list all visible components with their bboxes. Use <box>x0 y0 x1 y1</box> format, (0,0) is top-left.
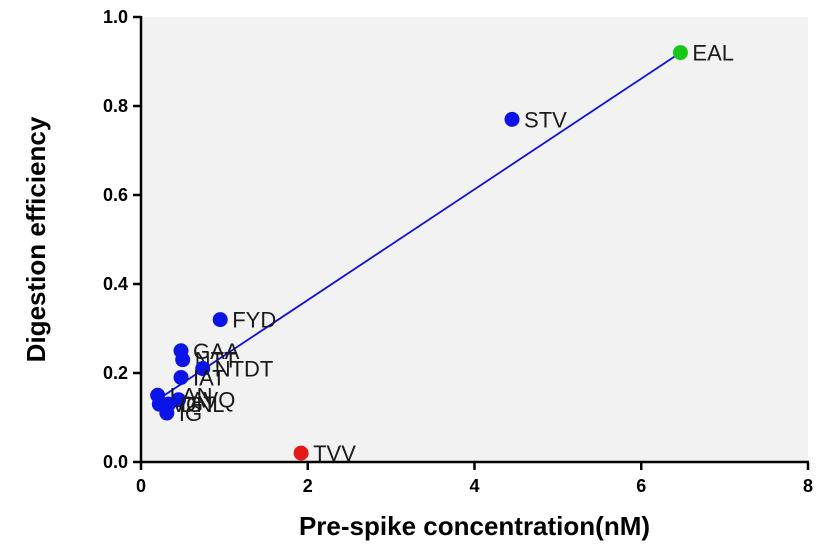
y-tick-label: 0.0 <box>103 452 128 472</box>
data-point-ntdt <box>195 361 211 377</box>
y-axis-title: Digestion efficiency <box>21 116 51 362</box>
fit-line-layer <box>157 51 681 401</box>
point-label-dnl: DNL <box>181 392 225 417</box>
axes: 0 2 4 6 8 0.0 0.2 0.4 0.6 0.8 1.0 <box>103 7 813 496</box>
data-point-ig <box>159 405 175 421</box>
data-point-tvv <box>293 445 309 461</box>
x-tick-label: 0 <box>136 476 146 496</box>
x-tick-label: 4 <box>469 476 479 496</box>
data-point-fyd <box>212 312 228 328</box>
x-tick-label: 6 <box>636 476 646 496</box>
point-label-ntdt: NTDT <box>215 357 274 382</box>
point-label-iat: IAT <box>193 365 226 390</box>
y-tick-label: 1.0 <box>103 7 128 27</box>
point-label-gaa: GAA <box>193 339 240 364</box>
y-tick-label: 0.8 <box>103 96 128 116</box>
y-tick-label: 0.4 <box>103 274 128 294</box>
x-axis-title: Pre-spike concentration(nM) <box>299 511 650 541</box>
data-point-stv <box>504 111 520 127</box>
point-label-stv: STV <box>524 107 567 132</box>
data-point-iat <box>173 369 189 385</box>
y-tick-label: 0.6 <box>103 185 128 205</box>
point-label-vgt: VGT <box>171 392 216 417</box>
point-label-avq: AVQ <box>191 388 236 413</box>
x-tick-label: 8 <box>803 476 813 496</box>
x-tick-label: 2 <box>303 476 313 496</box>
point-label-ig: IG <box>179 401 202 426</box>
point-label-eal: EAL <box>692 41 734 66</box>
data-point-ntt <box>175 352 191 368</box>
data-point-eal <box>672 45 688 61</box>
point-label-fyd: FYD <box>232 308 276 333</box>
plot-area <box>141 17 808 462</box>
y-tick-label: 0.2 <box>103 363 128 383</box>
fit-line <box>157 51 681 401</box>
